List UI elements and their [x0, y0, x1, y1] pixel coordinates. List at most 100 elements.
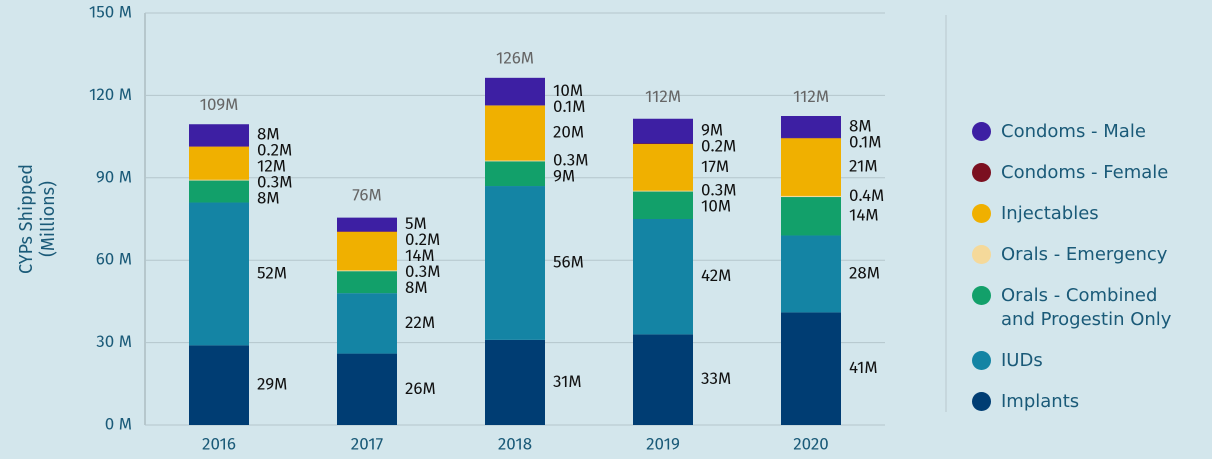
bar-segment [485, 161, 545, 187]
data-label: 14M [405, 245, 435, 266]
legend-swatch [972, 245, 991, 264]
bar-segment [485, 77, 545, 106]
legend-item: Injectables [972, 202, 1208, 226]
bar-segment [781, 235, 841, 313]
bar-segment [633, 143, 693, 145]
total-label: 76M [352, 185, 381, 206]
data-label: 17M [701, 156, 729, 177]
x-tick-label: 2016 [202, 433, 236, 454]
data-label: 0.2M [701, 136, 736, 157]
bar-segment [189, 202, 249, 346]
data-label: 10M [553, 80, 583, 101]
data-label: 8M [849, 115, 872, 136]
legend-item: Orals - Combined and Progestin Only [972, 284, 1208, 332]
data-label: 42M [701, 265, 731, 286]
bar-segment [781, 312, 841, 425]
data-label: 12M [257, 156, 286, 177]
bar-segment [189, 180, 249, 203]
data-label: 31M [553, 371, 582, 392]
bar-segment [633, 118, 693, 144]
bar-segment [337, 270, 397, 272]
x-tick-label: 2020 [793, 433, 829, 454]
data-label: 9M [553, 165, 575, 186]
legend-label: Condoms - Male [1001, 121, 1146, 142]
y-tick-label: 150 M [89, 1, 132, 22]
legend: Condoms - Male Condoms - Female Injectable… [972, 120, 1208, 431]
legend-item: Implants [972, 390, 1208, 414]
data-label: 26M [405, 378, 436, 399]
total-label: 126M [496, 47, 534, 68]
data-label: 0.1M [849, 131, 881, 152]
bar-segment [633, 219, 693, 335]
data-label: 8M [405, 277, 428, 298]
bar-segment [189, 345, 249, 425]
bar-segment [633, 190, 693, 192]
y-tick-label: 120 M [89, 84, 132, 105]
legend-item: Condoms - Male [972, 120, 1208, 144]
data-label: 41M [849, 357, 878, 378]
data-label: 9M [701, 120, 723, 141]
legend-swatch [972, 286, 991, 305]
data-label: 33M [701, 368, 731, 389]
y-axis-label-line: CYPs Shipped [15, 164, 37, 274]
bar-segment [781, 138, 841, 196]
bar-segment [633, 191, 693, 219]
total-label: 112M [793, 86, 829, 107]
data-label: 14M [849, 205, 879, 226]
legend-label: Implants [1001, 391, 1080, 412]
bar-segment [485, 186, 545, 340]
data-label: 20M [553, 122, 584, 143]
bar-segment [337, 271, 397, 294]
legend-item: Condoms - Female [972, 161, 1208, 185]
data-label: 56M [553, 251, 584, 272]
legend-label: Orals - Combined and Progestin Only [1001, 285, 1172, 330]
legend-label: Condoms - Female [1001, 162, 1169, 183]
bar-segment [633, 334, 693, 425]
data-label: 0.3M [405, 261, 440, 282]
bar-segment [337, 293, 397, 354]
bar-segment [337, 231, 397, 232]
legend-item: IUDs [972, 349, 1208, 373]
data-label: 28M [849, 262, 880, 283]
legend-swatch [972, 204, 991, 223]
x-tick-label: 2019 [646, 433, 680, 454]
data-label: 5M [405, 213, 427, 234]
bar-segment [485, 160, 545, 162]
data-label: 10M [701, 196, 731, 217]
y-tick-label: 0 M [105, 413, 132, 434]
x-tick-label: 2018 [498, 433, 532, 454]
data-label: 8M [257, 188, 280, 209]
bar-segment [485, 105, 545, 161]
y-tick-label: 30 M [96, 331, 132, 352]
bar-segment [781, 195, 841, 198]
data-label: 0.2M [257, 140, 292, 161]
total-label: 109M [200, 94, 239, 115]
bar-segment [485, 339, 545, 425]
bar-segment [633, 144, 693, 191]
bar-segment [189, 124, 249, 147]
legend-label: IUDs [1001, 350, 1043, 371]
bar-segment [189, 146, 249, 147]
bar-segment [337, 231, 397, 271]
total-label: 112M [645, 86, 681, 107]
data-label: 0.2M [405, 229, 440, 250]
bar-segment [337, 217, 397, 232]
bar-segment [781, 197, 841, 236]
legend-swatch [972, 392, 991, 411]
data-label: 0.3M [701, 180, 736, 201]
data-label: 0.4M [849, 185, 884, 206]
bar-segment [781, 116, 841, 138]
data-label: 8M [257, 124, 280, 145]
x-tick-label: 2017 [351, 433, 384, 454]
data-label: 29M [257, 374, 287, 395]
y-axis-label-line: (Millions) [37, 181, 59, 257]
data-label: 0.1M [553, 96, 585, 117]
data-label: 22M [405, 312, 435, 333]
legend-label: Orals - Emergency [1001, 244, 1168, 265]
y-axis-label: CYPs Shipped(Millions) [15, 164, 59, 274]
bar-segment [337, 353, 397, 425]
bar-segment [189, 179, 249, 181]
legend-item: Orals - Emergency [972, 243, 1208, 267]
